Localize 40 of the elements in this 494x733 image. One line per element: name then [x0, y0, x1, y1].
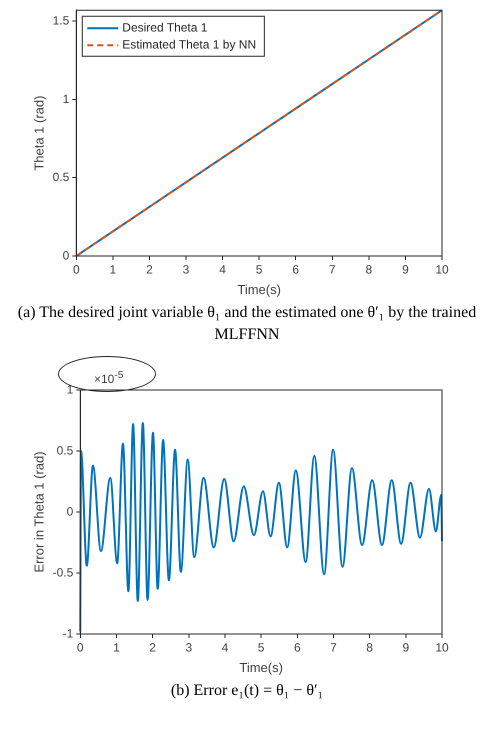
x-tick-label: 6 — [294, 640, 301, 655]
y-tick-label: 0 — [66, 504, 74, 518]
x-tick-label: 5 — [258, 640, 265, 655]
x-tick-label: 2 — [146, 262, 154, 277]
x-tick-label: 4 — [222, 640, 229, 655]
x-tick-label: 10 — [435, 640, 449, 655]
y-tick-label: -0.5 — [52, 565, 74, 580]
x-tick-label: 3 — [185, 640, 192, 655]
y-tick-label: -1 — [62, 626, 74, 640]
x-tick-label: 0 — [76, 640, 84, 655]
y-tick-label: 0.5 — [52, 170, 70, 184]
x-axis-title: Time(s) — [239, 660, 283, 675]
y-axis-title: Theta 1 (rad) — [31, 96, 46, 171]
y-tick-label: 0 — [62, 248, 70, 262]
legend-label: Estimated Theta 1 by NN — [122, 38, 256, 52]
y-tick-label: 1.5 — [52, 13, 70, 28]
y-tick-label: 1 — [66, 382, 74, 396]
y-tick-label: 0.5 — [56, 443, 74, 458]
x-axis-title: Time(s) — [237, 282, 281, 297]
x-tick-label: 3 — [182, 262, 190, 277]
x-tick-label: 4 — [219, 262, 226, 277]
legend-label: Desired Theta 1 — [122, 20, 208, 35]
x-tick-label: 9 — [402, 262, 410, 277]
x-tick-label: 7 — [328, 262, 336, 277]
y-axis-title: Error in Theta 1 (rad) — [31, 451, 46, 573]
x-tick-label: 5 — [256, 262, 263, 277]
x-tick-label: 9 — [402, 640, 410, 655]
x-tick-label: 7 — [330, 640, 338, 655]
x-tick-label: 2 — [149, 640, 156, 655]
x-tick-label: 8 — [366, 640, 374, 655]
y-tick-label: 1 — [62, 92, 70, 106]
line-series — [79, 422, 443, 633]
x-tick-label: 6 — [292, 262, 300, 277]
text: ×10$^{-5}$ — [94, 370, 124, 386]
x-tick-label: 1 — [110, 262, 117, 277]
text: (b) Error e₁(t) = θ₁ − θ′₁ — [170, 681, 324, 701]
text: (a) The desired joint variable θ₁ and the estimated one θ′₁ by the trained MLFFNN — [16, 303, 478, 345]
x-tick-label: 1 — [113, 640, 120, 655]
x-tick-label: 8 — [366, 262, 373, 277]
x-tick-label: 10 — [435, 262, 449, 277]
